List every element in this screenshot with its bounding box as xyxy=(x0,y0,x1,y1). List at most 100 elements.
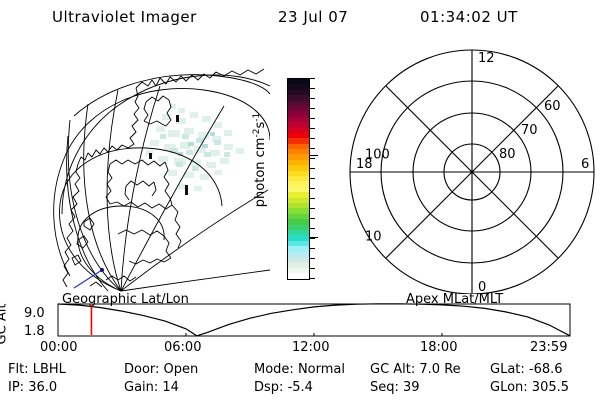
colorbar-band xyxy=(288,273,309,279)
aurora-emission xyxy=(146,104,244,195)
colorbar-band xyxy=(288,79,309,85)
status-field-value: -68.6 xyxy=(528,362,563,377)
colorbar-band xyxy=(288,116,309,123)
gc-alt-plot-panel[interactable]: Geographic Lat/Lon Apex MLat/MLT GC Alt … xyxy=(0,292,600,355)
mlt-dial-panel[interactable]: 12 6 0 18 60 70 80 xyxy=(338,44,600,294)
colorbar-tick-label: 10 xyxy=(365,229,382,245)
colorbar-band xyxy=(288,159,309,166)
status-field: Flt: LBHL xyxy=(8,362,66,377)
colorbar-band xyxy=(288,105,309,112)
alt-xtick-label: 18:00 xyxy=(420,340,458,355)
colorbar-tick xyxy=(309,98,315,99)
colorbar-tick xyxy=(309,178,315,179)
colorbar-band xyxy=(288,197,309,203)
mlt-label-12: 12 xyxy=(478,51,495,66)
colorbar-band xyxy=(288,256,309,263)
colorbar-band xyxy=(288,213,309,220)
colorbar-tick xyxy=(309,78,315,79)
status-block: Flt: LBHL Door: Open Mode: Normal GC Alt: 7… xyxy=(0,360,600,400)
status-field: GLat: -68.6 xyxy=(490,362,563,377)
colorbar-band xyxy=(288,127,309,133)
colorbar-band xyxy=(288,208,309,214)
colorbar-tick xyxy=(309,128,315,129)
colorbar-tick xyxy=(309,198,315,199)
status-field: Seq: 39 xyxy=(370,380,420,395)
status-field-label: Seq: xyxy=(370,380,404,395)
geographic-image-panel[interactable] xyxy=(18,44,270,292)
gc-alt-curve xyxy=(57,303,571,337)
status-field-value: 14 xyxy=(162,380,179,395)
alt-xtick-label: 06:00 xyxy=(164,340,202,355)
status-field-label: Flt: xyxy=(8,362,33,377)
alt-plot-frame xyxy=(57,303,571,337)
status-field-label: GLat: xyxy=(490,362,529,377)
colorbar-band xyxy=(288,122,309,128)
status-field-value: Open xyxy=(163,362,199,377)
colorbar-band xyxy=(288,138,309,144)
mlt-label-18: 18 xyxy=(356,157,373,172)
mlt-label-0: 0 xyxy=(478,280,486,294)
colorbar-band xyxy=(288,154,309,160)
coastlines xyxy=(62,68,265,288)
colorbar-band xyxy=(288,202,309,209)
status-field-value: Normal xyxy=(297,362,345,377)
status-field: Mode: Normal xyxy=(254,362,345,377)
colorbar-major-tick xyxy=(309,237,318,238)
status-field-value: 39 xyxy=(403,380,420,395)
observation-date: 23 Jul 07 xyxy=(278,8,349,26)
page-title: Ultraviolet Imager xyxy=(52,8,197,26)
apex-mlat-mlt-dial: 12 6 0 18 60 70 80 xyxy=(349,49,595,294)
colorbar-band xyxy=(288,267,309,274)
latitude-graticule xyxy=(53,74,270,292)
status-field-value: 305.5 xyxy=(531,380,570,395)
colorbar-band xyxy=(288,219,309,225)
colorbar-band xyxy=(288,235,309,241)
colorbar-band xyxy=(288,262,309,268)
mlt-panel-title: Apex MLat/MLT xyxy=(406,292,504,307)
alt-ytick-min: 1.8 xyxy=(24,324,45,339)
status-field-value: 7.0 Re xyxy=(419,362,461,377)
colorbar-band xyxy=(288,240,309,247)
colorbar-tick xyxy=(309,158,315,159)
colorbar-tick xyxy=(309,118,315,119)
colorbar-tick xyxy=(309,138,315,139)
colorbar-ticks: 100 10 xyxy=(309,78,390,279)
alt-xtick-label: 12:00 xyxy=(292,340,330,355)
colorbar-band xyxy=(288,165,309,171)
status-field: GC Alt: 7.0 Re xyxy=(370,362,461,377)
mlat-ring-labels: 60 70 80 xyxy=(499,99,561,162)
colorbar-scale xyxy=(287,78,310,280)
observation-time: 01:34:02 UT xyxy=(420,8,518,26)
colorbar-gradient xyxy=(288,79,309,279)
colorbar-band xyxy=(288,246,309,252)
colorbar-tick xyxy=(309,208,315,209)
colorbar-tick xyxy=(309,258,315,259)
colorbar-band xyxy=(288,149,309,155)
colorbar-tick xyxy=(309,88,315,89)
status-field: Door: Open xyxy=(124,362,198,377)
mlt-hour-labels: 12 6 0 18 xyxy=(356,51,589,294)
colorbar-band xyxy=(288,95,309,101)
colorbar-tick xyxy=(309,218,315,219)
colorbar-axis-label: photon cm-2s-1 xyxy=(251,112,269,208)
colorbar-band xyxy=(288,170,309,177)
geo-panel-title: Geographic Lat/Lon xyxy=(62,292,189,307)
colorbar-band xyxy=(288,111,309,117)
status-field-label: Mode: xyxy=(254,362,298,377)
mlat-label-60: 60 xyxy=(544,99,561,114)
geographic-projection xyxy=(53,68,270,292)
status-field: GLon: 305.5 xyxy=(490,380,569,395)
colorbar-band xyxy=(288,251,309,257)
status-field-value: 36.0 xyxy=(28,380,58,395)
colorbar-tick xyxy=(309,248,315,249)
colorbar-band xyxy=(288,176,309,182)
status-field-label: IP: xyxy=(8,380,29,395)
colorbar-band xyxy=(288,224,309,230)
status-field: Gain: 14 xyxy=(124,380,179,395)
colorbar-tick xyxy=(309,148,315,149)
colorbar-band xyxy=(288,186,309,193)
mlt-label-6: 6 xyxy=(581,157,589,172)
colorbar-band xyxy=(288,89,309,96)
status-field: IP: 36.0 xyxy=(8,380,57,395)
colorbar-band xyxy=(288,132,309,139)
